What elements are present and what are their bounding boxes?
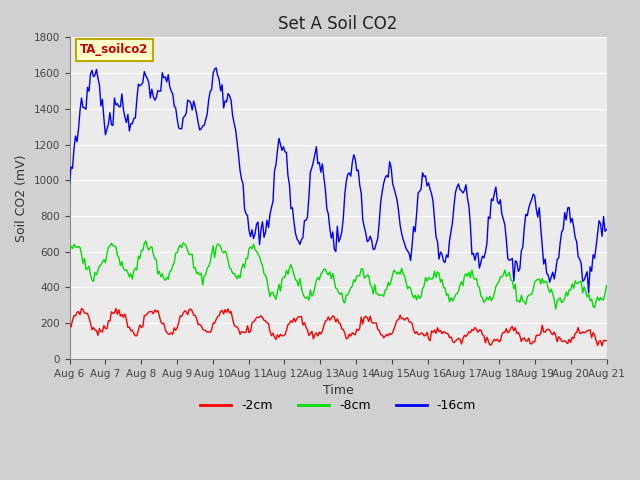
Y-axis label: Soil CO2 (mV): Soil CO2 (mV) [15,155,28,242]
X-axis label: Time: Time [323,384,353,397]
Title: Set A Soil CO2: Set A Soil CO2 [278,15,397,33]
Legend: -2cm, -8cm, -16cm: -2cm, -8cm, -16cm [195,394,481,417]
Text: TA_soilco2: TA_soilco2 [80,43,148,57]
